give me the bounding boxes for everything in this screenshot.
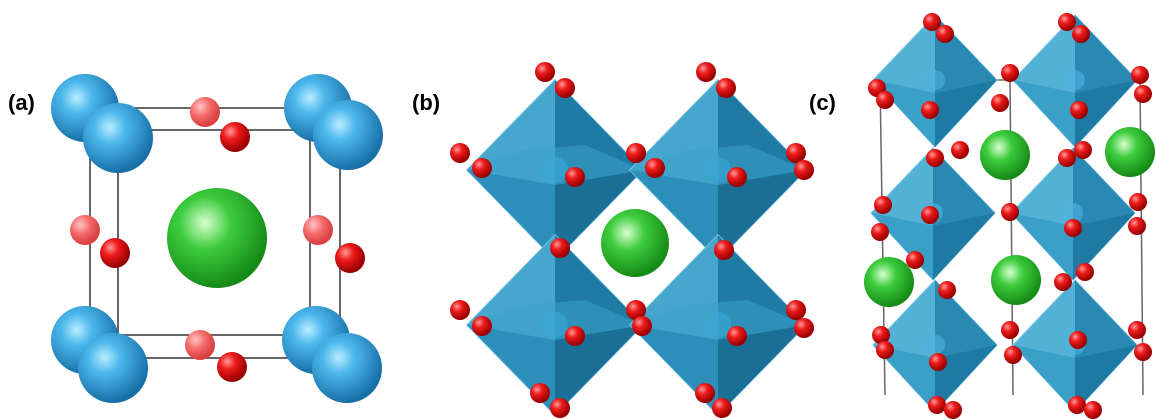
- oxygen-atom: [991, 94, 1009, 112]
- a-site-atom: [167, 188, 267, 288]
- oxygen-atom: [220, 122, 250, 152]
- oxygen-atom: [1128, 217, 1146, 235]
- oxygen-atom: [1064, 219, 1082, 237]
- oxygen-atom: [716, 78, 736, 98]
- panel-c: (c): [805, 0, 1156, 420]
- oxygen-atom: [472, 158, 492, 178]
- a-site-atom: [1105, 127, 1155, 177]
- oxygen-atom: [938, 281, 956, 299]
- octahedron: [872, 14, 998, 148]
- oxygen-atom: [550, 398, 570, 418]
- oxygen-atom: [100, 238, 130, 268]
- oxygen-atom: [1131, 66, 1149, 84]
- oxygen-atom: [786, 143, 806, 163]
- oxygen-atom: [565, 167, 585, 187]
- oxygen-atom: [1134, 85, 1152, 103]
- panel-b-label: (b): [412, 90, 441, 115]
- oxygen-atom: [921, 206, 939, 224]
- oxygen-atom: [926, 149, 944, 167]
- oxygen-atom: [727, 167, 747, 187]
- oxygen-atom: [1134, 343, 1152, 361]
- oxygen-atom: [632, 316, 652, 336]
- oxygen-atom: [217, 352, 247, 382]
- oxygen-atom: [645, 158, 665, 178]
- oxygen-atom: [695, 383, 715, 403]
- oxygen-atom: [1084, 401, 1102, 419]
- oxygen-atom: [1068, 396, 1086, 414]
- oxygen-atom: [876, 341, 894, 359]
- oxygen-atom: [1004, 346, 1022, 364]
- oxygen-atom: [190, 97, 220, 127]
- b-site-atom: [83, 103, 153, 173]
- supercell-diagram: [864, 13, 1155, 419]
- oxygen-atom: [871, 223, 889, 241]
- unit-cell-diagram: [51, 74, 383, 403]
- a-site-atom: [980, 130, 1030, 180]
- oxygen-atom: [530, 383, 550, 403]
- oxygen-atom: [472, 316, 492, 336]
- oxygen-atom: [626, 143, 646, 163]
- oxygen-atom: [303, 215, 333, 245]
- oxygen-atom: [1128, 321, 1146, 339]
- octahedra-diagram: [450, 62, 814, 418]
- oxygen-atom: [565, 326, 585, 346]
- a-site-atom: [991, 255, 1041, 305]
- oxygen-atom: [70, 215, 100, 245]
- oxygen-atom: [944, 401, 962, 419]
- oxygen-atom: [921, 101, 939, 119]
- oxygen-atom: [794, 160, 814, 180]
- oxygen-atom: [872, 326, 890, 344]
- oxygen-atom: [1072, 25, 1090, 43]
- oxygen-atom: [1069, 331, 1087, 349]
- b-site-atom: [78, 333, 148, 403]
- oxygen-atom: [335, 243, 365, 273]
- panel-a: (a): [0, 0, 395, 420]
- oxygen-atom: [626, 300, 646, 320]
- oxygen-atom: [951, 141, 969, 159]
- oxygen-atom: [1001, 321, 1019, 339]
- oxygen-atoms: [868, 13, 1152, 419]
- a-site-atom: [601, 209, 669, 277]
- b-site-atom: [313, 100, 383, 170]
- oxygen-atom: [1129, 193, 1147, 211]
- a-site-atom: [864, 257, 914, 307]
- oxygen-atom: [1058, 149, 1076, 167]
- oxygen-atom: [1074, 141, 1092, 159]
- oxygen-atom: [786, 300, 806, 320]
- oxygen-atom: [1054, 273, 1072, 291]
- oxygen-atom: [936, 25, 954, 43]
- panel-b: (b): [400, 0, 820, 420]
- oxygen-atoms: [450, 62, 814, 418]
- oxygen-atom: [929, 353, 947, 371]
- oxygen-atom: [906, 251, 924, 269]
- oxygen-atom: [876, 91, 894, 109]
- oxygen-atom: [928, 396, 946, 414]
- oxygen-atom: [185, 330, 215, 360]
- oxygen-atom: [555, 78, 575, 98]
- oxygen-atom: [450, 143, 470, 163]
- panel-a-label: (a): [8, 90, 35, 115]
- oxygen-atom: [1070, 101, 1088, 119]
- oxygen-atom: [712, 398, 732, 418]
- panel-c-label: (c): [809, 90, 836, 115]
- oxygen-atom: [535, 62, 555, 82]
- oxygen-atom: [550, 238, 570, 258]
- oxygen-atom: [1076, 263, 1094, 281]
- oxygen-atom: [1001, 203, 1019, 221]
- oxygen-atom: [714, 240, 734, 260]
- oxygen-atom: [450, 300, 470, 320]
- oxygen-atom: [696, 62, 716, 82]
- oxygen-atom: [923, 13, 941, 31]
- oxygen-atom: [794, 318, 814, 338]
- oxygen-atom: [874, 196, 892, 214]
- oxygen-atom: [1001, 64, 1019, 82]
- oxygen-atom: [1058, 13, 1076, 31]
- oxygen-atom: [727, 326, 747, 346]
- b-site-atom: [312, 333, 382, 403]
